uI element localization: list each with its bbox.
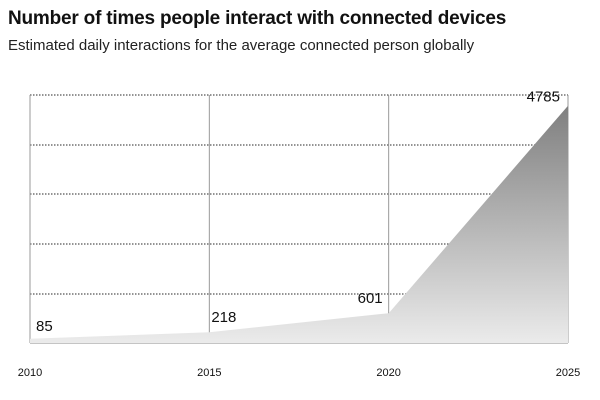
data-label: 218 [211,309,236,326]
data-label: 85 [36,318,53,335]
x-axis-tick-layer: 2010 2015 2020 2025 [18,367,580,379]
x-tick-label: 2020 [376,367,400,379]
area-layer [30,105,568,343]
chart-subtitle: Estimated daily interactions for the ave… [8,37,475,54]
data-label-layer: 85 218 601 4785 [36,89,560,335]
x-tick-label: 2015 [197,367,221,379]
chart-title: Number of times people interact with con… [8,8,507,29]
data-label: 601 [358,290,383,307]
x-tick-label: 2025 [556,367,580,379]
data-label: 4785 [527,89,560,106]
x-tick-label: 2010 [18,367,42,379]
area-series [30,105,568,343]
